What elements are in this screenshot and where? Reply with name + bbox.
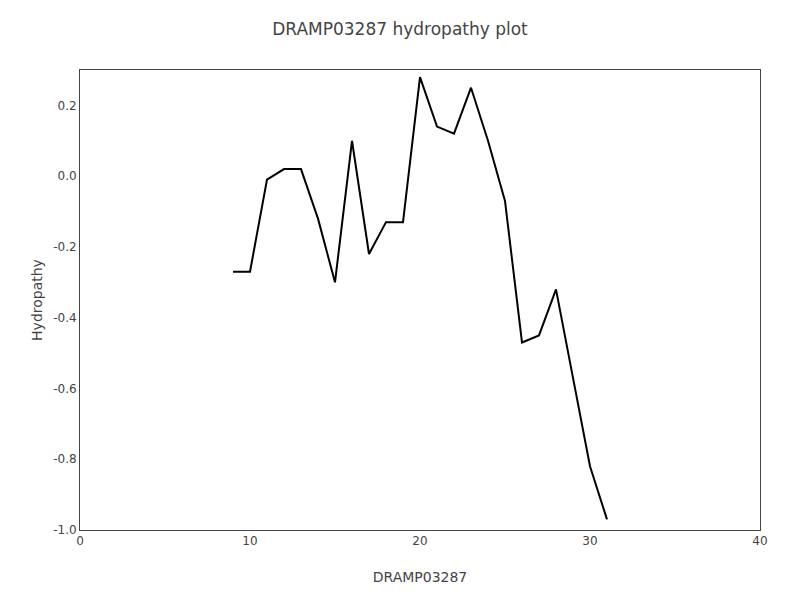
svg-text:40: 40 bbox=[752, 534, 767, 548]
svg-text:-0.8: -0.8 bbox=[53, 452, 76, 466]
svg-text:0.0: 0.0 bbox=[58, 169, 77, 183]
svg-text:-0.4: -0.4 bbox=[53, 311, 76, 325]
svg-text:-1.0: -1.0 bbox=[53, 523, 76, 537]
svg-text:10: 10 bbox=[242, 534, 257, 548]
svg-text:0: 0 bbox=[76, 534, 84, 548]
svg-text:0.2: 0.2 bbox=[58, 99, 77, 113]
svg-text:DRAMP03287: DRAMP03287 bbox=[373, 569, 468, 585]
svg-text:30: 30 bbox=[582, 534, 597, 548]
svg-text:DRAMP03287 hydropathy plot: DRAMP03287 hydropathy plot bbox=[272, 19, 528, 39]
svg-text:-0.6: -0.6 bbox=[53, 382, 76, 396]
svg-text:20: 20 bbox=[412, 534, 427, 548]
svg-text:-0.2: -0.2 bbox=[53, 240, 76, 254]
svg-text:Hydropathy: Hydropathy bbox=[29, 259, 45, 341]
